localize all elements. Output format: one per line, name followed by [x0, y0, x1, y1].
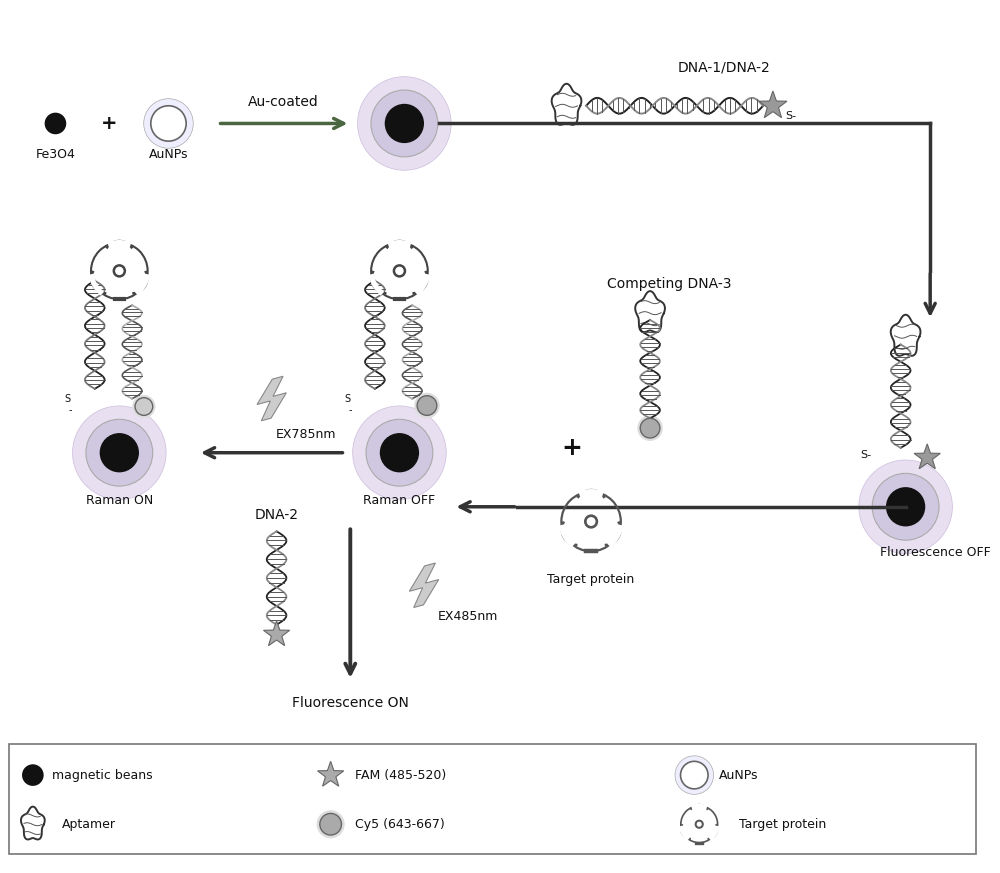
Text: Aptamer: Aptamer: [62, 818, 116, 831]
Circle shape: [317, 810, 345, 838]
Text: Cy5 (643-667): Cy5 (643-667): [355, 818, 445, 831]
Text: Target protein: Target protein: [547, 573, 635, 586]
Circle shape: [132, 395, 155, 418]
Circle shape: [380, 433, 419, 472]
Circle shape: [675, 756, 714, 794]
Circle shape: [414, 393, 440, 418]
Polygon shape: [409, 563, 439, 608]
Text: S: S: [344, 394, 350, 403]
Circle shape: [73, 406, 166, 499]
Circle shape: [86, 419, 153, 486]
Circle shape: [637, 416, 663, 441]
Text: AuNPs: AuNPs: [719, 768, 758, 781]
Polygon shape: [759, 91, 787, 118]
Text: Au-coated: Au-coated: [248, 94, 319, 109]
Text: Raman ON: Raman ON: [86, 494, 153, 507]
Circle shape: [385, 104, 424, 143]
Text: -: -: [69, 406, 72, 416]
Circle shape: [22, 764, 44, 786]
Text: Fluorescence ON: Fluorescence ON: [292, 697, 409, 711]
Text: Fluorescence OFF: Fluorescence OFF: [880, 546, 990, 559]
Circle shape: [358, 77, 451, 170]
Text: FAM (485-520): FAM (485-520): [355, 768, 446, 781]
Text: DNA-1/DNA-2: DNA-1/DNA-2: [677, 60, 770, 74]
Circle shape: [144, 99, 193, 148]
Circle shape: [859, 460, 952, 553]
Circle shape: [640, 418, 660, 438]
Circle shape: [135, 398, 153, 416]
Circle shape: [151, 106, 186, 141]
Text: S: S: [64, 394, 70, 403]
Polygon shape: [257, 376, 286, 421]
Text: EX485nm: EX485nm: [438, 610, 498, 623]
Circle shape: [100, 433, 139, 472]
Polygon shape: [318, 761, 344, 787]
Circle shape: [681, 761, 708, 789]
Text: +: +: [101, 114, 118, 133]
Text: magnetic beans: magnetic beans: [52, 768, 153, 781]
Polygon shape: [914, 443, 940, 469]
Circle shape: [886, 487, 925, 526]
Circle shape: [353, 406, 446, 499]
Text: DNA-2: DNA-2: [255, 507, 299, 521]
Text: Competing DNA-3: Competing DNA-3: [607, 277, 732, 291]
Text: S-: S-: [860, 450, 871, 460]
Text: Target protein: Target protein: [739, 818, 826, 831]
Circle shape: [45, 113, 66, 134]
Text: Fe3O4: Fe3O4: [36, 148, 75, 161]
Circle shape: [417, 395, 437, 416]
Polygon shape: [263, 621, 290, 646]
Text: +: +: [561, 436, 582, 460]
Text: -: -: [349, 406, 352, 416]
Circle shape: [366, 419, 433, 486]
Text: EX785nm: EX785nm: [276, 428, 336, 441]
Circle shape: [320, 814, 341, 835]
Text: Raman OFF: Raman OFF: [363, 494, 436, 507]
Circle shape: [872, 473, 939, 540]
Text: AuNPs: AuNPs: [149, 148, 188, 161]
Text: S-: S-: [786, 111, 797, 120]
Circle shape: [371, 90, 438, 157]
